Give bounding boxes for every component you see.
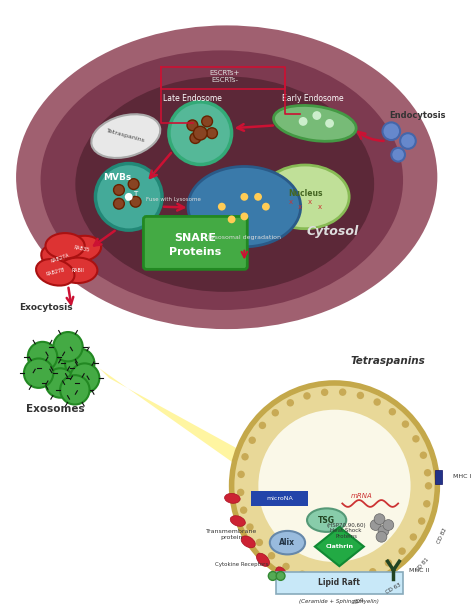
Circle shape bbox=[378, 526, 389, 536]
Circle shape bbox=[241, 453, 249, 460]
Circle shape bbox=[187, 120, 198, 131]
Circle shape bbox=[41, 354, 70, 383]
FancyBboxPatch shape bbox=[251, 491, 308, 506]
Text: CD 63: CD 63 bbox=[385, 582, 402, 595]
Circle shape bbox=[424, 469, 431, 477]
Circle shape bbox=[410, 533, 417, 541]
Ellipse shape bbox=[270, 531, 305, 554]
Ellipse shape bbox=[188, 166, 301, 247]
Ellipse shape bbox=[241, 536, 255, 548]
Circle shape bbox=[24, 359, 53, 388]
Circle shape bbox=[419, 452, 427, 459]
Circle shape bbox=[258, 409, 410, 562]
Text: Fuse with Lysosome: Fuse with Lysosome bbox=[146, 197, 201, 203]
Ellipse shape bbox=[41, 50, 403, 310]
Ellipse shape bbox=[91, 114, 160, 158]
Circle shape bbox=[374, 513, 385, 524]
Circle shape bbox=[370, 520, 381, 531]
Text: MHC II: MHC II bbox=[409, 567, 429, 573]
Text: mRNA: mRNA bbox=[351, 493, 373, 499]
FancyBboxPatch shape bbox=[435, 470, 442, 483]
Circle shape bbox=[237, 488, 245, 496]
Circle shape bbox=[255, 539, 263, 546]
Text: Lysosomal degradation: Lysosomal degradation bbox=[208, 236, 281, 241]
FancyBboxPatch shape bbox=[276, 572, 403, 594]
Circle shape bbox=[193, 126, 207, 140]
Ellipse shape bbox=[75, 76, 374, 292]
Text: Late Endosome: Late Endosome bbox=[163, 94, 222, 103]
Text: Tetraspanins: Tetraspanins bbox=[351, 356, 426, 367]
Text: (HSP70,90,60)
Heat Shock
Proteins: (HSP70,90,60) Heat Shock Proteins bbox=[327, 523, 366, 539]
Text: x: x bbox=[288, 199, 292, 205]
Circle shape bbox=[28, 342, 57, 371]
Text: x: x bbox=[308, 199, 312, 205]
Circle shape bbox=[352, 573, 359, 581]
Circle shape bbox=[312, 111, 321, 120]
Circle shape bbox=[356, 392, 364, 399]
Text: Exocytosis: Exocytosis bbox=[19, 303, 73, 312]
Circle shape bbox=[237, 471, 245, 478]
Circle shape bbox=[130, 196, 141, 207]
Circle shape bbox=[418, 517, 425, 524]
Circle shape bbox=[385, 559, 392, 567]
Text: Early Endosome: Early Endosome bbox=[282, 94, 344, 103]
Text: ESCRTs+
ESCRTs-: ESCRTs+ ESCRTs- bbox=[210, 70, 240, 83]
Ellipse shape bbox=[307, 509, 346, 532]
Text: Lipid Raft: Lipid Raft bbox=[319, 578, 360, 588]
Circle shape bbox=[232, 383, 438, 589]
Circle shape bbox=[400, 133, 416, 149]
Circle shape bbox=[240, 212, 248, 220]
Text: Cytosol: Cytosol bbox=[306, 225, 359, 237]
Circle shape bbox=[334, 576, 341, 584]
Circle shape bbox=[207, 128, 218, 138]
Polygon shape bbox=[100, 368, 305, 486]
Circle shape bbox=[325, 119, 334, 128]
Text: Tetraspanins: Tetraspanins bbox=[106, 129, 146, 144]
FancyBboxPatch shape bbox=[144, 217, 247, 269]
Text: x: x bbox=[318, 204, 322, 210]
Circle shape bbox=[254, 193, 262, 201]
Circle shape bbox=[114, 185, 124, 195]
Circle shape bbox=[425, 482, 432, 490]
Circle shape bbox=[376, 531, 387, 542]
Circle shape bbox=[228, 215, 236, 223]
Circle shape bbox=[389, 408, 396, 416]
Text: CD 81: CD 81 bbox=[415, 558, 430, 573]
Circle shape bbox=[423, 500, 430, 507]
Circle shape bbox=[190, 133, 201, 143]
Circle shape bbox=[70, 364, 100, 393]
Text: Endocytosis: Endocytosis bbox=[390, 111, 446, 120]
Circle shape bbox=[339, 389, 346, 396]
Circle shape bbox=[272, 409, 279, 417]
Circle shape bbox=[321, 389, 328, 396]
Circle shape bbox=[46, 368, 75, 398]
Circle shape bbox=[240, 193, 248, 201]
Circle shape bbox=[268, 572, 277, 580]
Circle shape bbox=[262, 203, 270, 211]
Circle shape bbox=[125, 193, 133, 201]
Ellipse shape bbox=[230, 516, 246, 526]
Text: Transmembrane
protein: Transmembrane protein bbox=[206, 529, 257, 540]
Text: MVBs: MVBs bbox=[103, 173, 131, 182]
Circle shape bbox=[303, 392, 310, 400]
Ellipse shape bbox=[41, 245, 79, 272]
Circle shape bbox=[276, 572, 285, 580]
Text: RABII: RABII bbox=[72, 268, 84, 273]
Ellipse shape bbox=[58, 258, 97, 283]
Circle shape bbox=[218, 203, 226, 211]
Text: x: x bbox=[298, 204, 302, 210]
Circle shape bbox=[398, 548, 406, 555]
Text: SNARE: SNARE bbox=[174, 233, 216, 243]
Circle shape bbox=[240, 507, 247, 514]
Text: Nucleus: Nucleus bbox=[288, 189, 322, 198]
Circle shape bbox=[248, 436, 256, 444]
Text: TSG: TSG bbox=[318, 516, 335, 524]
Circle shape bbox=[374, 398, 381, 406]
Circle shape bbox=[299, 570, 306, 578]
Circle shape bbox=[246, 523, 254, 531]
Text: microNA: microNA bbox=[266, 496, 293, 501]
Circle shape bbox=[268, 552, 275, 559]
Circle shape bbox=[412, 435, 419, 442]
Ellipse shape bbox=[16, 26, 438, 329]
Polygon shape bbox=[315, 527, 364, 566]
